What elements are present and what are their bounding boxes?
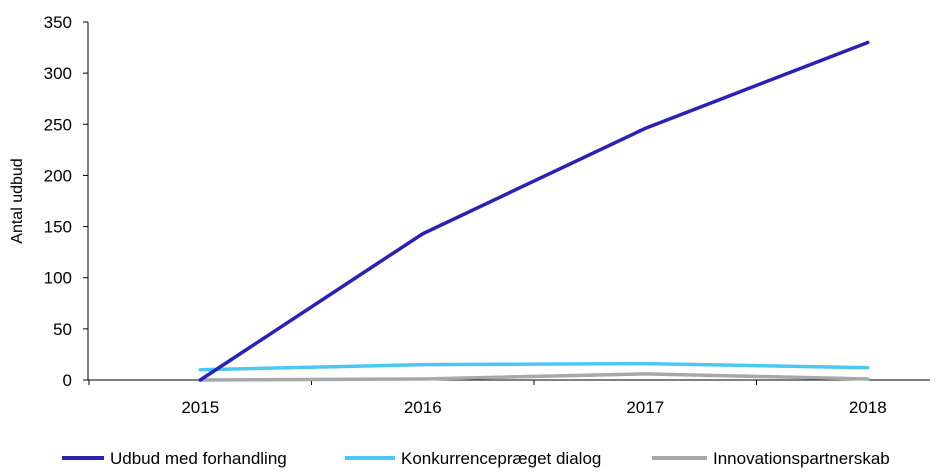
- axis-labels: 0 50 100 150 200 250 300 350 2015 2016 2017 2018 Ant…: [9, 13, 887, 417]
- series-lines: [198, 40, 870, 382]
- legend-label: Udbud med forhandling: [110, 449, 287, 468]
- x-tick-label: 2017: [626, 398, 664, 417]
- y-tick-label: 250: [44, 115, 72, 134]
- y-tick-label: 350: [44, 13, 72, 32]
- y-tick-label: 200: [44, 166, 72, 185]
- x-tick-label: 2016: [404, 398, 442, 417]
- series-line: [198, 361, 870, 372]
- y-tick-label: 100: [44, 269, 72, 288]
- legend-label: Innovationspartnerskab: [713, 449, 890, 468]
- series-line: [198, 372, 870, 382]
- y-tick-label: 50: [53, 320, 72, 339]
- y-axis-title: Antal udbud: [9, 158, 26, 243]
- y-tick-label: 0: [63, 371, 72, 390]
- x-tick-label: 2018: [849, 398, 887, 417]
- legend-label: Konkurrencepræget dialog: [401, 449, 601, 468]
- x-tick-label: 2015: [181, 398, 219, 417]
- y-tick-label: 150: [44, 218, 72, 237]
- series-line: [198, 40, 870, 382]
- y-tick-label: 300: [44, 64, 72, 83]
- axes: [83, 21, 930, 385]
- legend: Udbud med forhandling Konkurrencepræget d…: [62, 449, 890, 468]
